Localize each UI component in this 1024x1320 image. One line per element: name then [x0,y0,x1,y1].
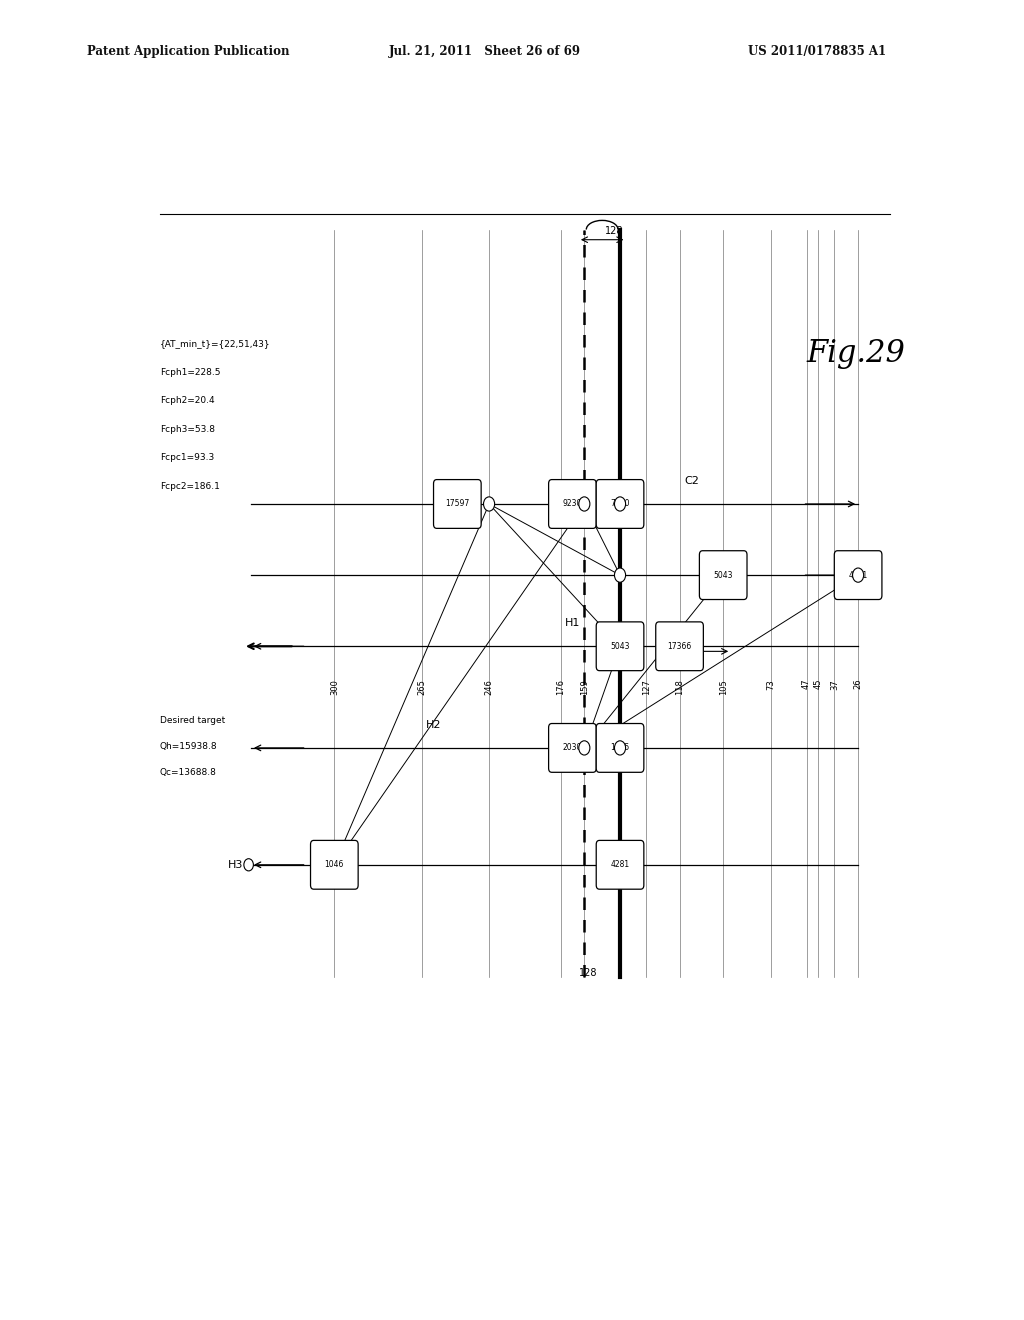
FancyBboxPatch shape [655,622,703,671]
Text: 73: 73 [766,678,775,689]
Text: 4281: 4281 [610,861,630,870]
Text: US 2011/0178835 A1: US 2011/0178835 A1 [748,45,886,58]
Text: 5043: 5043 [714,570,733,579]
Text: H3: H3 [227,859,243,870]
Text: Qc=13688.8: Qc=13688.8 [160,768,217,777]
Text: H2: H2 [426,719,441,730]
Circle shape [244,859,253,871]
Text: 127: 127 [642,678,650,694]
Text: H1: H1 [564,618,581,628]
Text: 128: 128 [605,226,624,236]
Text: 17597: 17597 [445,499,469,508]
Circle shape [579,741,590,755]
Text: Fcph1=228.5: Fcph1=228.5 [160,368,220,378]
Text: 1046: 1046 [325,861,344,870]
FancyBboxPatch shape [596,841,644,890]
Text: Fcph3=53.8: Fcph3=53.8 [160,425,215,434]
FancyBboxPatch shape [549,723,596,772]
Text: Patent Application Publication: Patent Application Publication [87,45,290,58]
Text: {AT_min_t}={22,51,43}: {AT_min_t}={22,51,43} [160,339,270,348]
FancyBboxPatch shape [596,723,644,772]
Circle shape [853,568,863,582]
FancyBboxPatch shape [549,479,596,528]
Text: 37: 37 [829,678,839,689]
Circle shape [614,741,626,755]
Circle shape [614,496,626,511]
FancyBboxPatch shape [835,550,882,599]
Text: 45: 45 [814,678,823,689]
Text: 1615: 1615 [610,743,630,752]
FancyBboxPatch shape [596,479,644,528]
Text: 300: 300 [330,678,339,694]
Text: Fcph2=20.4: Fcph2=20.4 [160,396,214,405]
FancyBboxPatch shape [310,841,358,890]
Text: 246: 246 [484,678,494,694]
Text: 5043: 5043 [610,642,630,651]
Circle shape [483,496,495,511]
Circle shape [579,496,590,511]
Text: 2030: 2030 [563,743,582,752]
Text: 159: 159 [580,678,589,694]
Text: Fcpc2=186.1: Fcpc2=186.1 [160,482,219,491]
Text: 118: 118 [675,678,684,694]
Text: 17366: 17366 [668,642,691,651]
Text: Desired target: Desired target [160,715,225,725]
Text: 47: 47 [802,678,811,689]
Text: Fcpc1=93.3: Fcpc1=93.3 [160,453,214,462]
Text: 9230: 9230 [563,499,582,508]
FancyBboxPatch shape [433,479,481,528]
Text: 4261: 4261 [849,570,867,579]
Text: C1: C1 [866,570,881,579]
Text: Qh=15938.8: Qh=15938.8 [160,742,217,751]
Text: 105: 105 [719,678,728,694]
Text: Jul. 21, 2011   Sheet 26 of 69: Jul. 21, 2011 Sheet 26 of 69 [389,45,582,58]
Text: 176: 176 [556,678,565,694]
Text: 265: 265 [417,678,426,694]
Circle shape [614,568,626,582]
FancyBboxPatch shape [699,550,748,599]
FancyBboxPatch shape [596,622,644,671]
Text: 128: 128 [579,969,598,978]
Text: 26: 26 [854,678,862,689]
Text: C2: C2 [684,475,699,486]
Text: 7000: 7000 [610,499,630,508]
Text: Fig.29: Fig.29 [807,338,905,368]
